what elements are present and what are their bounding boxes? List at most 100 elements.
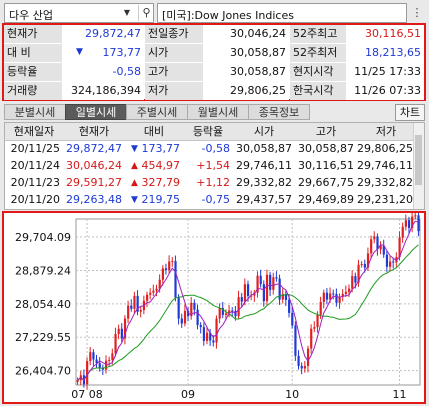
table-cell-high: 29,469,89: [298, 193, 354, 206]
quote-value: 30,116,51: [346, 25, 424, 43]
candle-body: [319, 302, 322, 315]
down-arrow-icon: ▼: [131, 195, 138, 205]
y-tick-label: 28,054.40: [15, 298, 71, 311]
table-cell-open: 30,058,87: [236, 142, 292, 155]
candle-body: [161, 268, 164, 280]
quote-value: 324,186,394: [62, 82, 144, 100]
candle-body: [303, 365, 307, 369]
candle-body: [199, 325, 202, 328]
chart-button[interactable]: 차트: [395, 104, 425, 121]
table-cell-change: 327,79: [141, 176, 181, 189]
candle-body: [183, 310, 187, 324]
table-cell-date: 20/11/24: [10, 159, 60, 172]
candle-body: [347, 288, 351, 292]
candle-body: [385, 254, 389, 267]
chart-svg: 29,704.09 28,879.24 28,054.40 27,229.55 26,4…: [15, 208, 421, 401]
candle-body: [177, 297, 180, 319]
candle-body: [76, 380, 79, 382]
scrollbar[interactable]: [413, 123, 424, 209]
candle-body: [123, 318, 127, 339]
settings-icon[interactable]: ⋮: [411, 6, 423, 19]
search-value: 다우 산업: [9, 9, 53, 22]
candle-body: [171, 261, 174, 263]
candle-body: [363, 263, 366, 268]
table-cell-price: 29,263,48: [66, 193, 122, 206]
candle-body: [297, 355, 300, 366]
table-row[interactable]: 20/11/25 29,872,47 173,77 -0,58 30,058,87 30,…: [5, 141, 415, 157]
candle-body: [133, 295, 136, 309]
down-arrow-icon: ▼: [76, 47, 83, 57]
candle-body: [146, 294, 149, 301]
table-cell-high: 29,667,75: [298, 176, 354, 189]
x-tick-label: 10: [285, 388, 299, 401]
chevron-down-icon[interactable]: ▼: [123, 8, 131, 17]
y-tick-label: 29,704.09: [15, 231, 71, 244]
candle-body: [294, 325, 297, 356]
candle-body: [407, 220, 411, 228]
tab-1[interactable]: 일별시세: [65, 104, 127, 120]
quote-label: 대 비: [4, 44, 62, 62]
table-row[interactable]: 20/11/20 29,263,48 219,75 -0,75 29,437,57 29,…: [5, 192, 415, 208]
candle-body: [101, 368, 105, 370]
candle-body: [92, 352, 95, 360]
table-row[interactable]: 20/11/24 30,046,24 454,97 +1,54 29,746,11 30,…: [5, 158, 415, 174]
table-row[interactable]: 20/11/23 29,591,27 327,79 +1,12 29,332,82 29,…: [5, 175, 415, 191]
table-cell-rate: -0,75: [201, 193, 230, 206]
quote-value: 29,872,47: [62, 25, 144, 43]
column-header[interactable]: 현재일자: [13, 125, 55, 138]
candle-body: [379, 245, 382, 250]
table-cell-low: 29,746,11: [357, 159, 413, 172]
candle-body: [212, 340, 215, 343]
y-tick-label: 26,404.70: [15, 365, 71, 378]
candle-body: [218, 308, 221, 319]
column-header[interactable]: 저가: [375, 125, 397, 138]
candle-body: [382, 245, 385, 255]
tab-0[interactable]: 분별시세: [4, 104, 66, 120]
table-cell-change: 219,75: [141, 193, 181, 206]
candle-body: [240, 297, 243, 302]
candle-body: [284, 293, 288, 300]
candle-body: [224, 313, 228, 315]
quote-label: 등락율: [4, 63, 62, 81]
candle-body: [231, 310, 234, 312]
table-cell-rate: +1,54: [196, 159, 230, 172]
search-icon[interactable]: ⚲: [138, 5, 154, 21]
candle-body: [190, 302, 193, 317]
table-cell-high: 30,058,87: [298, 142, 354, 155]
candle-body: [411, 216, 414, 228]
candle-body: [202, 327, 206, 341]
price-chart: 29,704.09 28,879.24 28,054.40 27,229.55 26,4…: [2, 208, 426, 404]
candle-body: [108, 359, 111, 361]
candle-body: [152, 290, 155, 293]
search-input[interactable]: 다우 산업 ▼ ⚲: [4, 3, 154, 23]
tab-2[interactable]: 주별시세: [126, 104, 188, 120]
column-header[interactable]: 시가: [253, 125, 275, 138]
table-cell-high: 30,116,51: [298, 159, 354, 172]
quote-value: 30,046,24: [203, 25, 289, 43]
column-header[interactable]: 대비: [143, 125, 165, 138]
quote-label: 고가: [145, 63, 203, 81]
x-tick-label: 11: [392, 388, 406, 401]
quote-label: 현재가: [4, 25, 62, 43]
candle-body: [174, 261, 177, 298]
candle-body: [404, 220, 407, 227]
tab-4[interactable]: 종목정보: [248, 104, 310, 120]
column-header[interactable]: 고가: [315, 125, 337, 138]
table-cell-date: 20/11/25: [10, 142, 60, 155]
table-cell-rate: +1,12: [196, 176, 230, 189]
tab-3[interactable]: 월별시세: [187, 104, 249, 120]
tab-bar: 차트 분별시세 일별시세 주별시세 월별시세 종목정보: [4, 104, 425, 121]
candle-body: [250, 295, 253, 297]
quote-value: 11/26 07:33: [346, 82, 424, 100]
quote-label: 현지시각: [290, 63, 346, 81]
candle-body: [306, 348, 310, 366]
quote-value: 11/25 17:33: [346, 63, 424, 81]
candle-body: [351, 276, 354, 289]
candle-body: [373, 236, 376, 240]
column-header[interactable]: 등락율: [192, 125, 224, 138]
scrollbar-thumb[interactable]: [415, 135, 422, 185]
column-header[interactable]: 현재가: [78, 125, 110, 138]
candle-body: [265, 274, 269, 302]
quote-label: 52주최고: [290, 25, 346, 43]
candle-body: [180, 318, 183, 324]
